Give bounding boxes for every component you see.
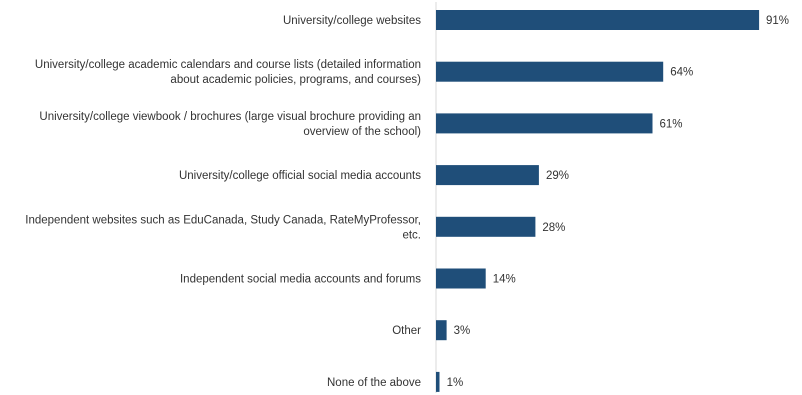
bar	[436, 371, 440, 392]
category-label: University/college viewbook / brochures …	[39, 111, 421, 138]
bar	[436, 320, 447, 341]
category-label: Independent social media accounts and fo…	[180, 274, 421, 286]
data-label: 28%	[542, 222, 565, 234]
category-label: University/college academic calendars an…	[35, 59, 421, 86]
data-label: 61%	[660, 118, 683, 130]
category-label-line: Independent websites such as EduCanada, …	[25, 214, 421, 226]
bar	[436, 216, 536, 237]
category-label-line: etc.	[402, 229, 421, 241]
data-label: 64%	[670, 67, 693, 79]
data-label: 91%	[766, 15, 789, 27]
category-label: None of the above	[327, 377, 421, 389]
category-label-line: Other	[392, 325, 421, 337]
category-label-line: None of the above	[327, 377, 421, 389]
category-label: Other	[392, 325, 421, 337]
bar	[436, 165, 539, 186]
bar	[436, 113, 653, 134]
bar	[436, 268, 486, 289]
data-label: 3%	[454, 325, 471, 337]
data-label: 29%	[546, 170, 569, 182]
bar	[436, 10, 760, 30]
category-label-line: Independent social media accounts and fo…	[180, 274, 421, 286]
category-label-line: University/college websites	[283, 15, 421, 27]
category-label: Independent websites such as EduCanada, …	[25, 214, 421, 241]
category-label-line: about academic policies, programs, and c…	[170, 74, 421, 86]
category-label-line: University/college official social media…	[179, 170, 421, 182]
data-label: 1%	[447, 377, 464, 389]
category-label-line: overview of the school)	[303, 126, 421, 138]
bar	[436, 61, 664, 82]
category-label: University/college websites	[283, 15, 421, 27]
category-label-line: University/college academic calendars an…	[35, 59, 421, 71]
category-label: University/college official social media…	[179, 170, 421, 182]
data-label: 14%	[493, 274, 516, 286]
category-label-line: University/college viewbook / brochures …	[39, 111, 421, 123]
